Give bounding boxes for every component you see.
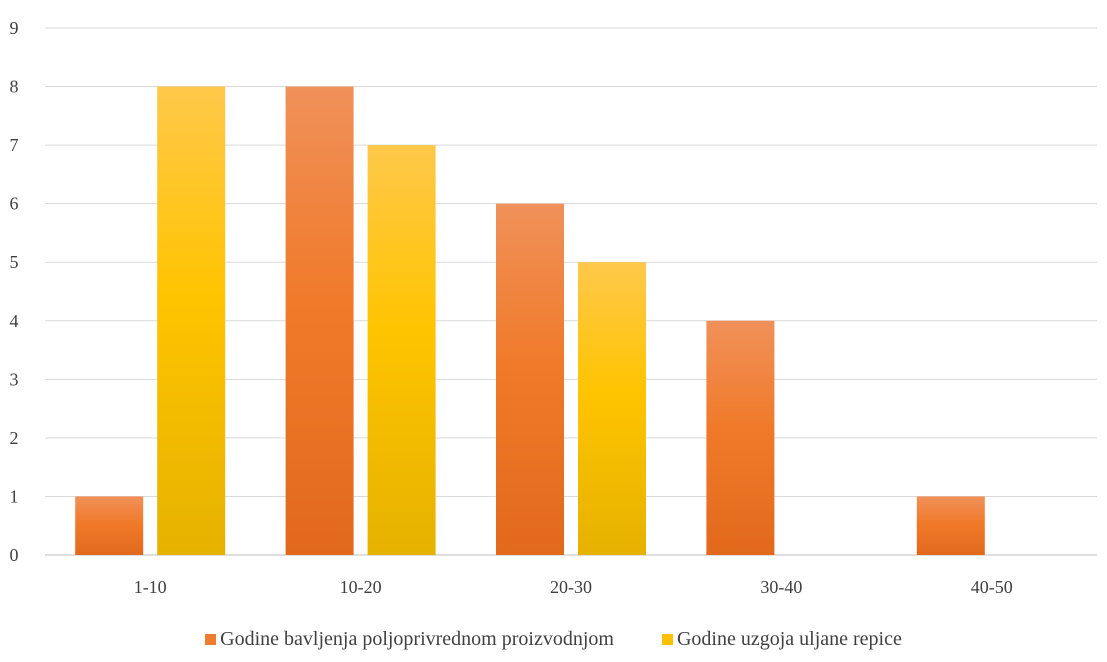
legend: Godine bavljenja poljoprivrednom proizvo… [0,628,1107,651]
y-axis-tick-labels: 0 1 2 3 4 5 6 7 8 9 [10,18,19,565]
x-tick-label: 40-50 [971,577,1013,597]
y-tick-label: 3 [10,369,19,389]
bar-yellow-1-10 [157,86,226,556]
legend-swatch-orange [205,634,217,645]
y-tick-label: 8 [10,77,19,97]
x-tick-label: 30-40 [760,577,802,597]
bar-orange-1-10 [75,496,144,555]
y-tick-label: 2 [10,428,19,448]
y-tick-label: 4 [10,311,19,331]
bars [75,86,985,556]
y-tick-label: 7 [10,135,19,155]
y-tick-label: 9 [10,18,19,38]
legend-label-series-2: Godine uzgoja uljane repice [676,628,902,650]
legend-item-series-2: Godine uzgoja uljane repice [661,628,902,651]
bar-orange-20-30 [496,203,564,555]
y-tick-label: 0 [10,545,19,565]
x-tick-label: 20-30 [550,577,592,597]
legend-swatch-yellow [661,634,673,645]
bar-yellow-20-30 [578,262,646,555]
x-tick-label: 1-10 [134,577,167,597]
y-tick-label: 5 [10,252,19,272]
x-tick-label: 10-20 [340,577,382,597]
bar-orange-40-50 [916,496,985,555]
x-axis-tick-labels: 1-10 10-20 20-30 30-40 40-50 [134,577,1013,597]
bar-orange-30-40 [706,320,775,555]
y-tick-label: 6 [10,194,19,214]
bar-yellow-10-20 [367,145,436,555]
y-tick-label: 1 [10,486,19,506]
legend-label-series-1: Godine bavljenja poljoprivrednom proizvo… [220,628,614,650]
bar-orange-10-20 [285,86,354,556]
legend-item-series-1: Godine bavljenja poljoprivrednom proizvo… [205,628,614,651]
